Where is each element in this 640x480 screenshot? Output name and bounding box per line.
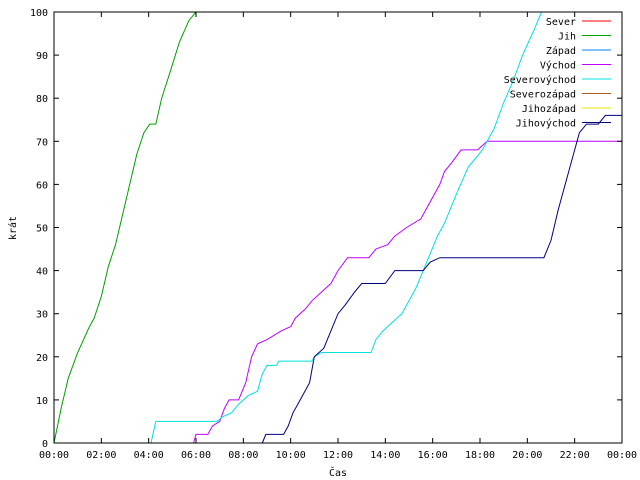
series-line	[193, 140, 622, 444]
x-tick-label: 18:00	[465, 450, 495, 461]
x-tick-label: 10:00	[276, 450, 306, 461]
legend-label: Severovýchod	[504, 74, 576, 86]
y-tick-label: 10	[36, 396, 48, 407]
y-tick-label: 90	[36, 51, 48, 62]
legend-label: Západ	[546, 45, 576, 57]
legend-label: Sever	[546, 17, 576, 28]
y-tick-label: 20	[36, 353, 48, 364]
x-tick-label: 00:00	[39, 450, 69, 461]
x-tick-label: 06:00	[181, 450, 211, 461]
y-axis-title: krát	[7, 216, 19, 240]
x-axis-title: Čas	[329, 466, 347, 479]
x-axis-ticks: 00:00 02:00 04:00 06:00 08:00 10:00 12:00 14:00…	[39, 12, 637, 461]
x-tick-label: 16:00	[418, 450, 448, 461]
x-tick-label: 14:00	[370, 450, 400, 461]
series-line	[261, 114, 622, 444]
legend-label: Východ	[540, 60, 576, 72]
x-tick-label: 02:00	[86, 450, 116, 461]
y-tick-label: 0	[42, 439, 48, 450]
y-tick-label: 40	[36, 267, 48, 278]
x-tick-label: 04:00	[134, 450, 164, 461]
y-tick-label: 80	[36, 94, 48, 105]
legend-label: Jihovýchod	[516, 118, 576, 130]
legend-label: Jihozápad	[522, 103, 576, 115]
y-tick-label: 50	[36, 224, 48, 235]
legend-label: Severozápad	[510, 89, 576, 101]
plot-lines	[53, 11, 622, 444]
y-tick-label: 30	[36, 310, 48, 321]
y-tick-label: 60	[36, 180, 48, 191]
x-tick-label: 12:00	[323, 450, 353, 461]
x-tick-label: 00:00	[607, 450, 637, 461]
y-tick-label: 70	[36, 137, 48, 148]
x-tick-label: 08:00	[228, 450, 258, 461]
x-tick-label: 22:00	[560, 450, 590, 461]
legend-label: Jih	[558, 32, 576, 43]
y-tick-label: 100	[30, 8, 48, 19]
x-tick-label: 20:00	[512, 450, 542, 461]
series-line	[150, 11, 542, 444]
legend: Sever Jih Západ Východ Severovýchod Severozáp…	[504, 17, 611, 130]
y-axis-ticks: 0 10 20 30 40 50 60 70 80 90 100	[30, 8, 622, 450]
series-line	[53, 11, 197, 444]
